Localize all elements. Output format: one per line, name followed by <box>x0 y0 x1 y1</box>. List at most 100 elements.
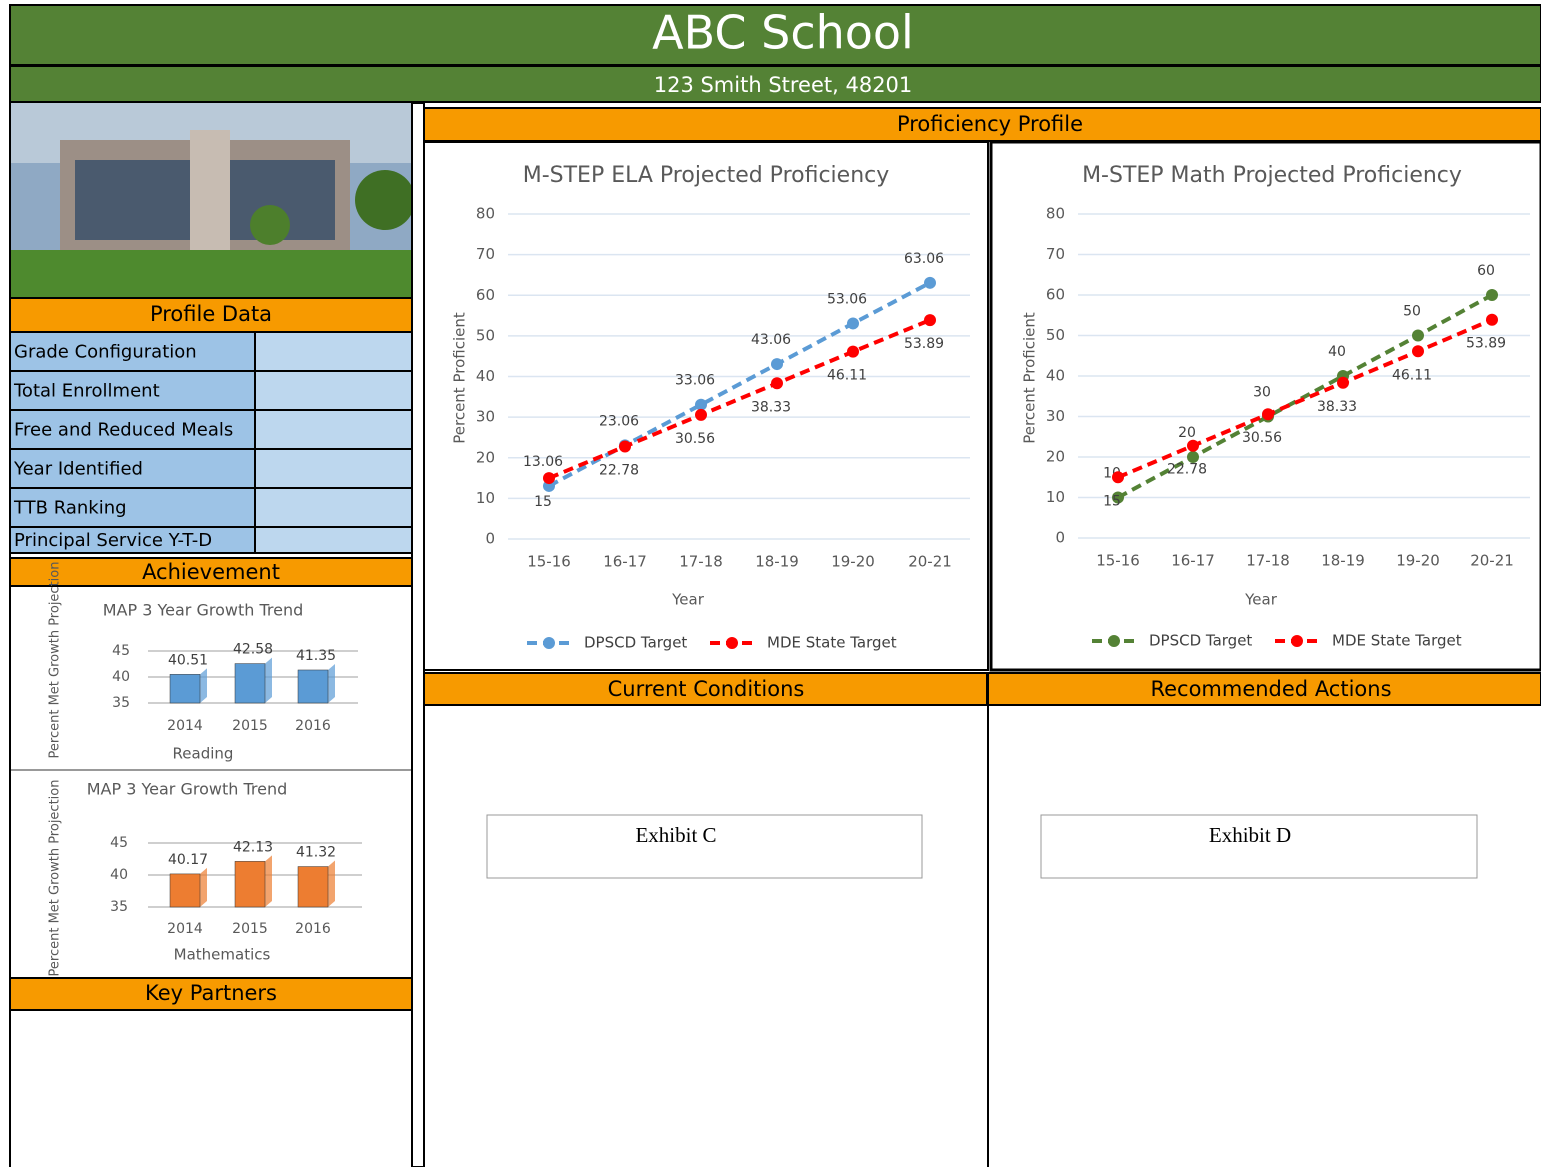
legend-marker <box>1108 635 1120 647</box>
x-tick-label: 15-16 <box>527 553 571 571</box>
data-label: 30 <box>1253 385 1271 401</box>
x-tick-label: 2015 <box>232 718 268 734</box>
y-tick-label: 30 <box>1046 407 1065 425</box>
y-tick-label: 35 <box>110 899 128 915</box>
data-label: 30.56 <box>1242 430 1282 446</box>
row-value-cell <box>255 488 412 527</box>
data-label: 53.89 <box>904 336 944 352</box>
x-tick-label: 20-21 <box>1470 552 1514 570</box>
legend-label: MDE State Target <box>1332 632 1462 650</box>
point <box>1262 408 1274 420</box>
bar <box>298 867 328 907</box>
data-label: 41.35 <box>296 648 336 664</box>
y-tick-label: 60 <box>1046 286 1065 304</box>
y-tick-label: 0 <box>485 530 495 548</box>
chart-title: MAP 3 Year Growth Trend <box>103 601 304 620</box>
x-tick-label: 19-20 <box>831 553 875 571</box>
x-tick-label: 2014 <box>167 718 203 734</box>
point <box>924 277 936 289</box>
legend-label: DPSCD Target <box>1149 632 1252 650</box>
dashboard: ABC School 123 Smith Street, 48201 Profi… <box>0 0 1541 1167</box>
y-tick-label: 40 <box>476 367 495 385</box>
data-label: 63.06 <box>904 251 944 267</box>
point <box>1486 314 1498 326</box>
data-label: 20 <box>1178 425 1196 441</box>
y-tick-label: 60 <box>476 286 495 304</box>
row-value-cell <box>255 527 412 553</box>
point <box>847 346 859 358</box>
point <box>1187 440 1199 452</box>
bar-side <box>200 868 207 907</box>
y-tick-label: 20 <box>1046 448 1065 466</box>
data-label: 40 <box>1328 344 1346 360</box>
y-axis-label: Percent Proficient <box>1021 312 1039 444</box>
data-label: 15 <box>1103 493 1121 509</box>
chart-title: M-STEP ELA Projected Proficiency <box>523 163 890 188</box>
point <box>619 440 631 452</box>
row-label: Total Enrollment <box>13 381 160 402</box>
x-tick-label: 2016 <box>295 921 331 937</box>
bar <box>235 861 265 907</box>
chart-title: MAP 3 Year Growth Trend <box>87 780 288 799</box>
data-label: 46.11 <box>827 368 867 384</box>
x-tick-label: 17-18 <box>679 553 723 571</box>
data-label: 33.06 <box>675 373 715 389</box>
row-label: TTB Ranking <box>13 498 127 519</box>
row-label: Free and Reduced Meals <box>14 420 233 441</box>
x-tick-label: 18-19 <box>755 553 799 571</box>
y-tick-label: 45 <box>112 643 130 659</box>
row-value-cell <box>255 332 412 371</box>
legend-label: DPSCD Target <box>584 634 687 652</box>
point <box>1112 471 1124 483</box>
y-tick-label: 35 <box>112 695 130 711</box>
y-tick-label: 70 <box>1046 245 1065 263</box>
data-label: 50 <box>1403 304 1421 320</box>
y-tick-label: 50 <box>1046 326 1065 344</box>
x-tick-label: 16-17 <box>603 553 647 571</box>
y-axis-label: Percent Met Growth Projection <box>48 780 63 977</box>
data-label: 43.06 <box>751 332 791 348</box>
data-label: 60 <box>1477 263 1495 279</box>
x-tick-label: 16-17 <box>1171 552 1215 570</box>
page: {"header": {"title": "ABC School", "addr… <box>0 0 1541 1167</box>
x-axis-label: Year <box>1244 591 1278 609</box>
y-tick-label: 45 <box>110 835 128 851</box>
bar-side <box>328 664 335 703</box>
point <box>924 314 936 326</box>
point <box>1412 345 1424 357</box>
x-tick-label: 2014 <box>167 921 203 937</box>
profile-table: Grade Configuration Total Enrollment Free … <box>10 332 412 553</box>
y-tick-label: 40 <box>110 867 128 883</box>
x-tick-label: 19-20 <box>1396 552 1440 570</box>
point <box>771 358 783 370</box>
data-label: 13.06 <box>523 454 563 470</box>
point <box>847 317 859 329</box>
y-tick-label: 70 <box>476 245 495 263</box>
column-gap <box>412 103 424 1167</box>
x-tick-label: 17-18 <box>1246 552 1290 570</box>
y-tick-label: 40 <box>1046 367 1065 385</box>
data-label: 53.89 <box>1466 336 1506 352</box>
data-label: 53.06 <box>827 291 867 307</box>
section-title: Recommended Actions <box>1150 677 1391 701</box>
point <box>1486 289 1498 301</box>
section-title: Current Conditions <box>608 677 805 701</box>
data-label: 40.51 <box>168 652 208 668</box>
bar-side <box>200 668 207 703</box>
data-label: 40.17 <box>168 852 208 868</box>
legend-marker <box>1291 635 1303 647</box>
data-label: 23.06 <box>599 413 639 429</box>
data-label: 38.33 <box>751 399 791 415</box>
row-label: Grade Configuration <box>14 342 197 363</box>
data-label: 41.32 <box>296 845 336 861</box>
bar <box>235 664 265 703</box>
exhibit-label: Exhibit C <box>635 823 716 847</box>
legend-label: MDE State Target <box>767 634 897 652</box>
data-label: 22.78 <box>599 462 639 478</box>
bar <box>170 874 200 907</box>
y-tick-label: 40 <box>112 669 130 685</box>
point <box>543 472 555 484</box>
bar-side <box>265 855 272 907</box>
row-label: Principal Service Y-T-D <box>14 530 212 551</box>
x-tick-label: 15-16 <box>1096 552 1140 570</box>
